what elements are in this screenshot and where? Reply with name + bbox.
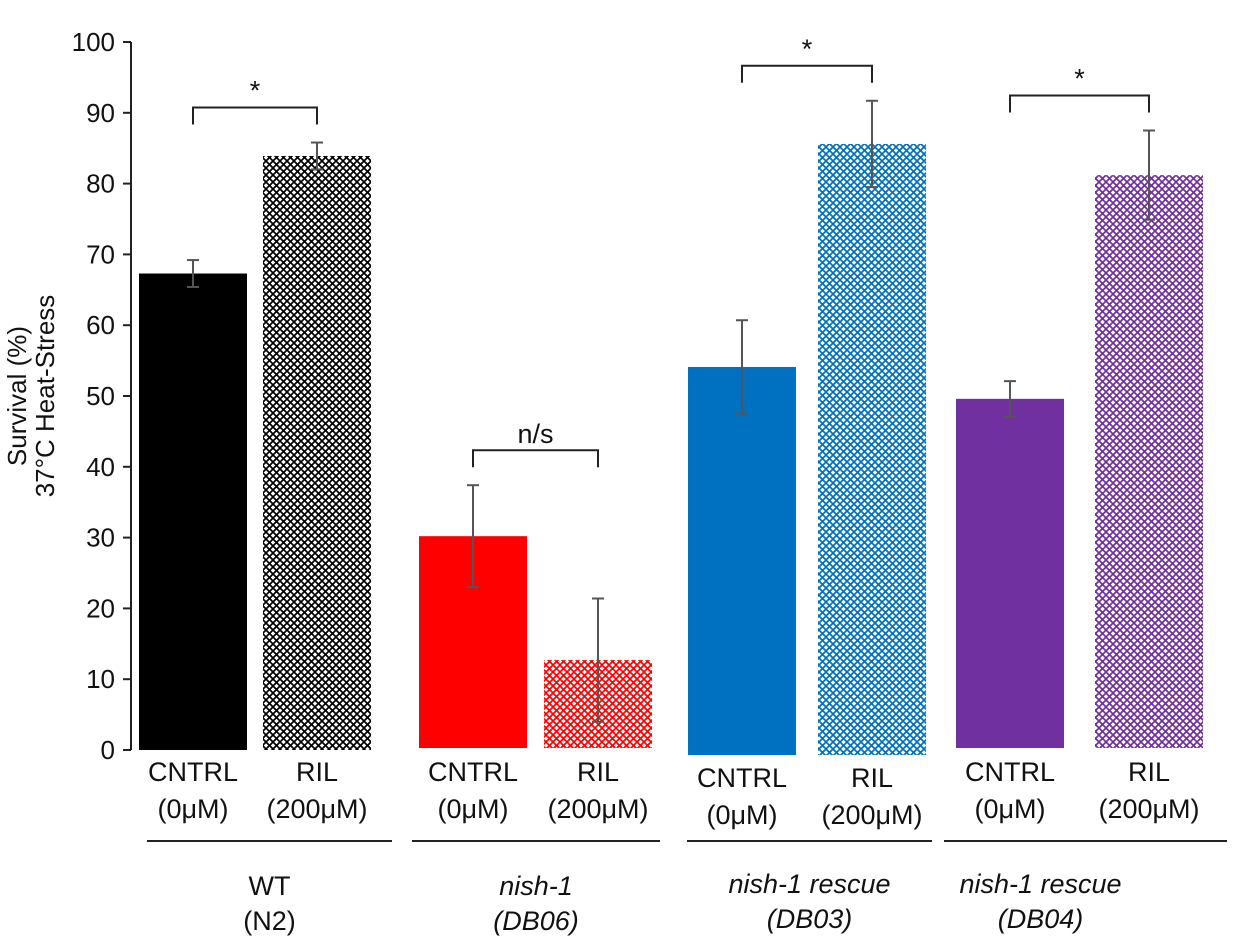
bar-label-line1: CNTRL: [965, 757, 1055, 787]
bar-label-line2: (0μM): [706, 800, 777, 830]
y-axis: 0 10 20 30 40 50 60 70 80 90 100: [72, 27, 132, 765]
y-tick-label: 20: [86, 593, 115, 623]
y-tick-label: 60: [86, 310, 115, 340]
bar-label-line2: (200μM): [1098, 794, 1199, 824]
y-tick-label: 90: [86, 98, 115, 128]
significance-label: *: [250, 76, 261, 106]
bar-2-0: [688, 366, 796, 755]
significance-label: *: [1074, 64, 1085, 94]
y-axis-title-line2: 37°C Heat-Stress: [30, 295, 60, 498]
bar-label-line1: CNTRL: [697, 763, 787, 793]
group-label-line2: (N2): [243, 906, 296, 936]
y-tick-label: 50: [86, 381, 115, 411]
bar-2-1: [818, 143, 926, 755]
y-tick-label: 10: [86, 664, 115, 694]
group-label-line1: nish-1 rescue: [959, 869, 1121, 899]
y-tick-label: 70: [86, 239, 115, 269]
significance-label: n/s: [517, 419, 553, 449]
bar-label-line1: RIL: [1128, 757, 1170, 787]
group-label-line1: WT: [249, 871, 291, 901]
bars: [139, 143, 1203, 755]
group-label-line2: (DB06): [493, 906, 579, 936]
group-label-line1: nish-1: [499, 871, 573, 901]
y-axis-title-line1: Survival (%): [2, 326, 32, 466]
bar-label-line1: CNTRL: [428, 757, 518, 787]
group-label-line2: (DB03): [767, 904, 853, 934]
y-tick-label: 100: [72, 27, 115, 57]
bar-label-line2: (200μM): [821, 800, 922, 830]
x-labels: CNTRL (0μM) RIL (200μM) WT (N2) CNTRL (0μM) RIL (…: [147, 757, 1227, 936]
significance-bracket: [1009, 94, 1150, 113]
bar-label-line2: (200μM): [266, 794, 367, 824]
y-axis-title: Survival (%) 37°C Heat-Stress: [2, 295, 60, 498]
y-tick-label: 30: [86, 523, 115, 553]
bar-3-1: [1095, 175, 1203, 748]
significance-bracket: [741, 64, 873, 83]
bar-label-line1: RIL: [577, 757, 619, 787]
bar-label-line1: RIL: [296, 757, 338, 787]
significance-label: *: [802, 34, 813, 64]
bar-0-0: [139, 273, 247, 750]
y-tick-label: 0: [101, 735, 115, 765]
bar-label-line1: CNTRL: [148, 757, 238, 787]
bar-label-line2: (0μM): [437, 794, 508, 824]
y-tick-label: 40: [86, 452, 115, 482]
bar-label-line2: (0μM): [974, 794, 1045, 824]
bar-label-line1: RIL: [851, 763, 893, 793]
group-label-line2: (DB04): [998, 904, 1084, 934]
group-label-line1: nish-1 rescue: [728, 869, 890, 899]
significance-brackets: * n/s * *: [192, 34, 1150, 468]
y-tick-label: 80: [86, 169, 115, 199]
bar-0-1: [263, 155, 371, 750]
bar-label-line2: (200μM): [547, 794, 648, 824]
bar-3-0: [956, 398, 1064, 748]
error-bars: [187, 99, 1155, 723]
bar-label-line2: (0μM): [157, 794, 228, 824]
significance-bracket: [472, 449, 599, 468]
significance-bracket: [192, 106, 318, 125]
